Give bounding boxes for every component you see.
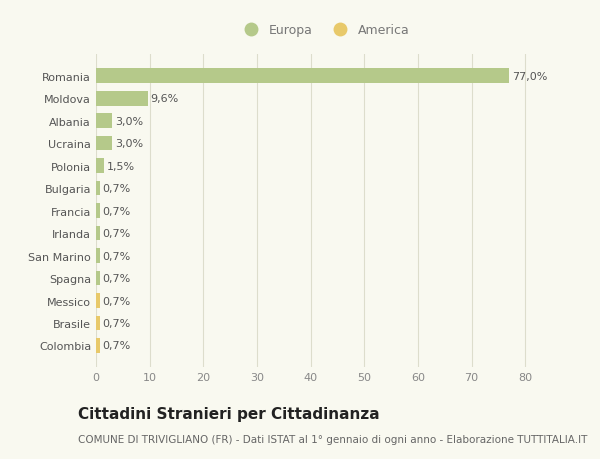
Bar xyxy=(96,338,100,353)
Text: 3,0%: 3,0% xyxy=(115,117,143,126)
Text: 9,6%: 9,6% xyxy=(150,94,178,104)
Text: 0,7%: 0,7% xyxy=(103,184,131,194)
Legend: Europa, America: Europa, America xyxy=(239,24,409,37)
Bar xyxy=(96,226,100,241)
Text: 0,7%: 0,7% xyxy=(103,274,131,283)
Bar xyxy=(96,114,112,129)
Text: 0,7%: 0,7% xyxy=(103,296,131,306)
Text: Cittadini Stranieri per Cittadinanza: Cittadini Stranieri per Cittadinanza xyxy=(78,406,380,421)
Bar xyxy=(96,294,100,308)
Text: 0,7%: 0,7% xyxy=(103,251,131,261)
Bar xyxy=(96,159,104,174)
Text: 0,7%: 0,7% xyxy=(103,318,131,328)
Text: 1,5%: 1,5% xyxy=(107,161,135,171)
Text: 77,0%: 77,0% xyxy=(512,72,547,82)
Text: COMUNE DI TRIVIGLIANO (FR) - Dati ISTAT al 1° gennaio di ogni anno - Elaborazion: COMUNE DI TRIVIGLIANO (FR) - Dati ISTAT … xyxy=(78,434,587,444)
Text: 3,0%: 3,0% xyxy=(115,139,143,149)
Bar xyxy=(96,249,100,263)
Text: 0,7%: 0,7% xyxy=(103,229,131,239)
Bar xyxy=(96,181,100,196)
Text: 0,7%: 0,7% xyxy=(103,341,131,351)
Text: 0,7%: 0,7% xyxy=(103,206,131,216)
Bar xyxy=(96,271,100,285)
Bar xyxy=(96,92,148,106)
Bar xyxy=(96,69,509,84)
Bar xyxy=(96,137,112,151)
Bar xyxy=(96,316,100,330)
Bar xyxy=(96,204,100,218)
